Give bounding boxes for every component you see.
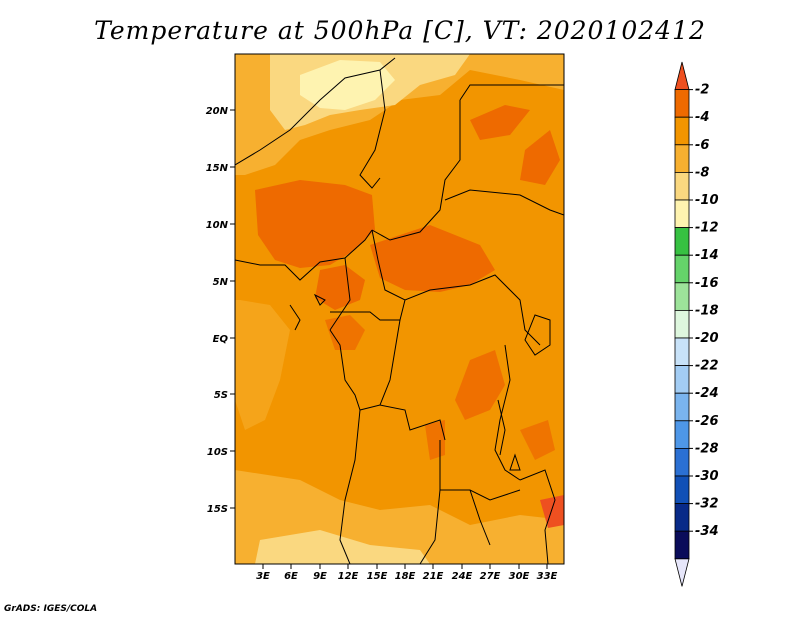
lon-label: 18E (395, 571, 416, 582)
map-title: Temperature at 500hPa [C], VT: 202010241… (94, 16, 706, 45)
country-boundaries (235, 57, 564, 564)
colorbar-segment (674, 199, 690, 229)
colorbar-segment (674, 171, 690, 201)
warm-core-gabon (325, 315, 365, 350)
lat-label: 5S (214, 390, 228, 401)
colorbar-segment (674, 282, 690, 311)
lat-label: 5N (213, 277, 229, 288)
colorbar-segment (674, 447, 690, 477)
lon-label: 24E (452, 571, 473, 582)
colorbar-label: -14 (695, 248, 719, 263)
lon-label: 30E (509, 571, 530, 582)
warm-streak-east-2 (520, 130, 560, 185)
colorbar-label: -22 (695, 359, 719, 374)
colorbar-segment (674, 420, 690, 449)
colorbar-label: -20 (695, 331, 719, 346)
lon-label: 33E (537, 571, 558, 582)
lat-label: EQ (213, 334, 229, 345)
lat-label: 15S (207, 504, 228, 515)
colorbar-segment (674, 227, 690, 256)
lon-label: 6E (284, 571, 298, 582)
colorbar-label: -8 (695, 165, 709, 180)
lon-label: 21E (423, 571, 444, 582)
lat-label: 20N (206, 106, 229, 117)
colorbar-label: -2 (695, 83, 709, 98)
colorbar-label: -30 (695, 469, 719, 484)
map-frame (234, 53, 565, 565)
colorbar-segment (674, 392, 690, 422)
colorbar-segment (674, 61, 690, 90)
lon-label: 27E (480, 571, 501, 582)
colorbar-label: -28 (695, 441, 719, 456)
colorbar-segment (674, 475, 690, 505)
colorbar: -2 -4 -6 -8 -10 -12 -14 -16 -18 -20 -22 -24 -26 -28 -3… (674, 61, 719, 587)
temperature-field (235, 54, 564, 564)
colorbar-segment (674, 337, 690, 367)
colorbar-label: -12 (695, 221, 719, 236)
lon-label: 12E (338, 571, 359, 582)
lon-label: 9E (313, 571, 327, 582)
longitude-axis (262, 564, 548, 569)
warm-streak-east-3 (455, 350, 505, 420)
warm-core-nigeria (255, 180, 375, 268)
footer-credit: GrADS: IGES/COLA (4, 604, 98, 614)
colorbar-label: -26 (695, 414, 719, 429)
cool-patch-west (235, 300, 290, 430)
colorbar-segment (674, 309, 690, 339)
colorbar-segment (674, 558, 690, 587)
colorbar-segment (674, 365, 690, 394)
colorbar-label: -34 (695, 524, 719, 539)
lat-label: 15N (206, 163, 229, 174)
colorbar-segment (674, 144, 690, 173)
warm-core-car (370, 225, 495, 292)
colorbar-label: -32 (695, 497, 719, 512)
colorbar-segment (674, 116, 690, 146)
colorbar-segment (674, 503, 690, 532)
colorbar-label: -10 (695, 193, 719, 208)
latitude-axis (230, 109, 235, 509)
colorbar-segment (674, 530, 690, 560)
warm-core-cameroon (315, 265, 365, 310)
lon-label: 3E (256, 571, 270, 582)
colorbar-label: -24 (695, 386, 719, 401)
warm-streak-mozambique (540, 495, 564, 528)
lon-label: 15E (367, 571, 388, 582)
colorbar-segment (674, 89, 690, 118)
lat-label: 10S (207, 447, 228, 458)
warm-streak-east-1 (470, 105, 530, 140)
colorbar-label: -18 (695, 303, 719, 318)
colorbar-label: -6 (695, 138, 709, 153)
colorbar-label: -16 (695, 276, 719, 291)
warm-streak-tanzania (520, 420, 555, 460)
colorbar-label: -4 (695, 110, 709, 125)
colorbar-segment (674, 254, 690, 284)
lat-label: 10N (206, 220, 229, 231)
